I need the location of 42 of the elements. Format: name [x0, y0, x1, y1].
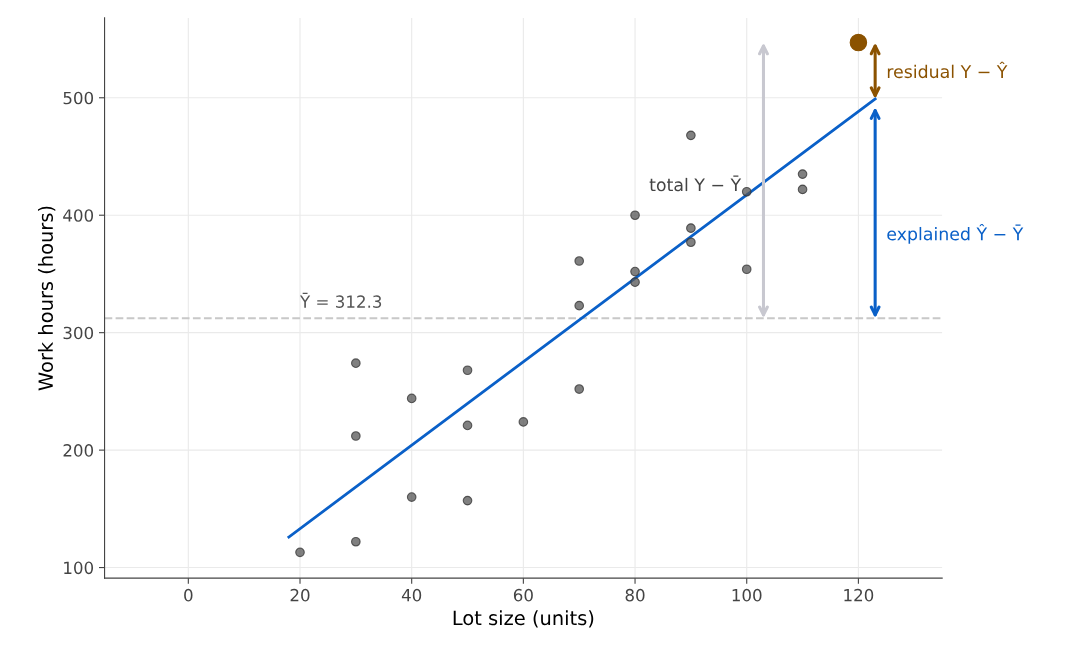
y-tick-label: 500 — [63, 91, 94, 105]
x-tick-label: 100 — [732, 588, 762, 602]
point — [849, 33, 868, 52]
point — [351, 431, 361, 441]
x-tick-label: 80 — [625, 588, 645, 602]
x-tick-label: 60 — [513, 588, 533, 602]
y-tick-label: 300 — [63, 326, 94, 340]
point — [574, 300, 585, 311]
x-tick-label: 120 — [844, 588, 874, 602]
point — [462, 420, 473, 431]
y-tick-label: 100 — [64, 561, 94, 575]
x-axis-title: Lot size (units) — [453, 610, 594, 628]
point — [797, 169, 808, 179]
point — [351, 358, 361, 369]
point — [686, 223, 696, 233]
point — [406, 393, 417, 404]
y-tick-label: 400 — [63, 209, 94, 222]
point — [686, 130, 696, 141]
point — [630, 266, 640, 277]
point — [630, 277, 640, 287]
annotation: explained Ŷ − Ȳ — [887, 223, 1024, 244]
ref-line-label: Ȳ = 312.3 — [299, 292, 382, 308]
x-tick-label: 0 — [184, 588, 193, 602]
point — [574, 384, 585, 394]
point — [574, 256, 585, 266]
point — [741, 186, 752, 197]
point — [406, 492, 417, 502]
point — [797, 184, 808, 195]
y-axis-title: Work hours (hours) — [37, 206, 56, 391]
point — [630, 210, 640, 221]
y-tick-label: 200 — [63, 444, 94, 457]
point — [686, 237, 696, 248]
annotation: total Y − Ȳ — [649, 175, 742, 192]
annotation: residual Y − Ŷ — [887, 61, 1008, 79]
point — [518, 417, 529, 427]
point — [741, 264, 752, 275]
point — [351, 536, 361, 547]
point — [462, 495, 473, 506]
x-tick-label: 20 — [290, 588, 310, 602]
x-tick-label: 40 — [401, 588, 422, 602]
point — [295, 547, 305, 558]
point — [462, 365, 473, 376]
